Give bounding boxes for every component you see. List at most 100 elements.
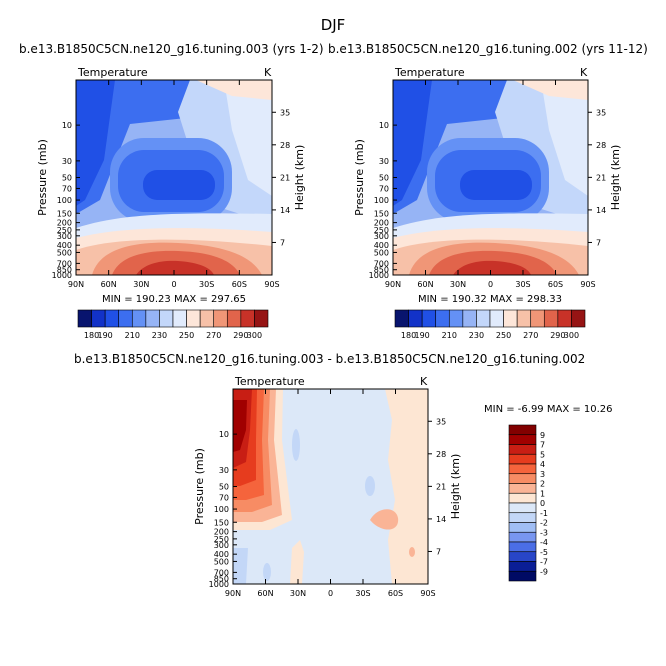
colorbar-swatch [104, 309, 120, 328]
colorbar-label: 230 [152, 331, 167, 340]
y-tick-label: 200 [214, 528, 229, 537]
x-tick-label: 30N [133, 280, 149, 289]
y-tick-label: 700 [57, 259, 72, 268]
colorbar-label: 290 [550, 331, 565, 340]
colorbar-swatch [77, 309, 92, 328]
panel1-minmax: MIN = 190.23 MAX = 297.65 [102, 294, 246, 305]
y-right-tick-label: 35 [280, 108, 290, 117]
y-tick-label: 850 [214, 575, 229, 584]
colorbar-swatch [394, 309, 409, 328]
panel3-units-label: K [420, 375, 428, 388]
colorbar-swatch [172, 309, 187, 328]
x-tick-label: 0 [488, 280, 493, 289]
y-right-tick-label: 28 [436, 450, 446, 459]
y-tick-label: 1000 [209, 580, 229, 589]
y-tick-label: 100 [374, 196, 389, 205]
colorbar-swatch [508, 444, 537, 455]
colorbar-swatch [421, 309, 437, 328]
colorbar-swatch [226, 309, 242, 328]
colorbar-label: -1 [540, 509, 548, 518]
colorbar-label: 3 [540, 470, 545, 479]
panel1-units-label: K [264, 66, 272, 79]
colorbar-label: -2 [540, 519, 548, 528]
x-tick-label: 90S [420, 589, 435, 598]
x-tick-label: 60S [548, 280, 563, 289]
colorbar-swatch [159, 309, 174, 328]
colorbar-label: 9 [540, 431, 545, 440]
y-tick-label: 30 [62, 157, 72, 166]
y-tick-label: 700 [214, 568, 229, 577]
y-tick-label: 1000 [369, 271, 389, 280]
colorbar-swatch [254, 309, 269, 328]
colorbar-label: 180 [401, 331, 416, 340]
colorbar-label: 290 [233, 331, 248, 340]
y-right-tick-label: 35 [436, 417, 446, 426]
panel3-variable-label: Temperature [234, 375, 305, 388]
x-tick-label: 60N [417, 280, 433, 289]
y-right-tick-label: 35 [596, 108, 606, 117]
x-tick-label: 60N [257, 589, 273, 598]
y-tick-label: 50 [219, 483, 229, 492]
y-tick-label: 400 [214, 550, 229, 559]
y-tick-label: 150 [214, 518, 229, 527]
colorbar-label: -9 [540, 567, 548, 576]
season-title: DJF [320, 16, 346, 34]
colorbar-swatch [516, 309, 532, 328]
colorbar-label: 190 [415, 331, 430, 340]
panel2-variable-label: Temperature [394, 66, 465, 79]
x-tick-label: 90N [68, 280, 84, 289]
panel2-minmax: MIN = 190.32 MAX = 298.33 [418, 294, 562, 305]
y-right-tick-label: 14 [436, 515, 446, 524]
y-tick-label: 500 [374, 248, 389, 257]
colorbar-swatch [448, 309, 464, 328]
y-tick-label: 700 [374, 259, 389, 268]
colorbar-swatch [118, 309, 133, 328]
panel1-variable-label: Temperature [77, 66, 148, 79]
y-tick-label: 100 [57, 196, 72, 205]
y-tick-label: 50 [62, 174, 72, 183]
colorbar-swatch [508, 531, 537, 543]
panel3-minmax: MIN = -6.99 MAX = 10.26 [484, 404, 613, 415]
y-right-tick-label: 7 [280, 238, 285, 247]
y-tick-label: 250 [374, 226, 389, 235]
y-right-tick-label: 28 [280, 141, 290, 150]
colorbar-label: 250 [179, 331, 194, 340]
y-tick-label: 850 [57, 266, 72, 275]
colorbar-swatch [508, 483, 537, 494]
colorbar-label: 190 [98, 331, 113, 340]
panel2-title: b.e13.B1850C5CN.ne120_g16.tuning.002 (yr… [328, 42, 648, 56]
panel2-ylabel: Pressure (mb) [353, 139, 366, 216]
colorbar-swatch [186, 309, 201, 328]
y-right-tick-label: 14 [280, 206, 290, 215]
y-right-tick-label: 21 [280, 173, 290, 182]
colorbar-swatch [530, 309, 545, 328]
colorbar-swatch [508, 473, 537, 484]
colorbar-label: -4 [540, 538, 548, 547]
colorbar-swatch [91, 309, 106, 328]
y-tick-label: 150 [57, 209, 72, 218]
colorbar-swatch [508, 502, 537, 514]
y-tick-label: 250 [57, 226, 72, 235]
colorbar-label: -3 [540, 528, 548, 537]
y-tick-label: 300 [57, 232, 72, 241]
y-tick-label: 10 [62, 121, 72, 130]
colorbar-swatch [462, 309, 477, 328]
colorbar-label: 4 [540, 460, 545, 469]
x-tick-label: 30S [199, 280, 214, 289]
colorbar-label: -5 [540, 548, 548, 557]
y-tick-label: 300 [374, 232, 389, 241]
y-tick-label: 70 [62, 184, 72, 193]
y-tick-label: 200 [374, 219, 389, 228]
colorbar-label: 230 [469, 331, 484, 340]
y-tick-label: 30 [219, 466, 229, 475]
x-tick-label: 60N [101, 280, 117, 289]
panel2-ylabel-right: Height (km) [609, 145, 622, 211]
